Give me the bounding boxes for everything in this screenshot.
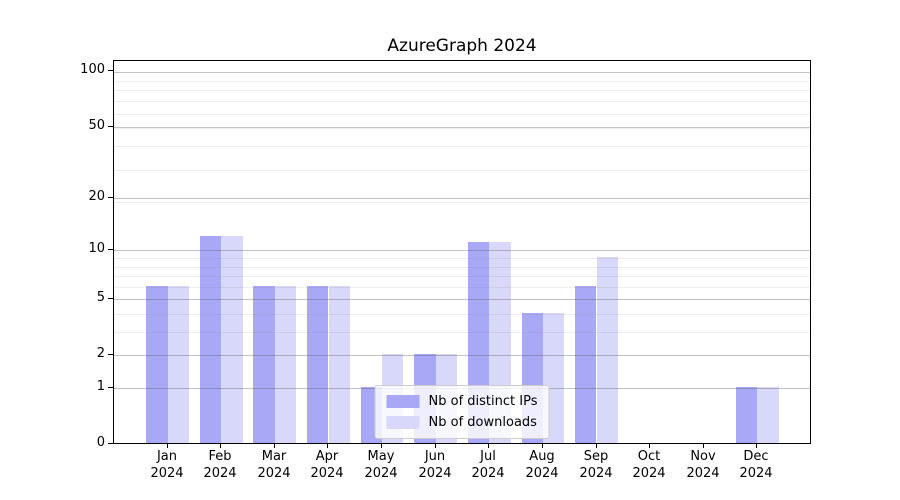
x-tick-label: Apr 2024	[295, 448, 359, 482]
x-tick-mark	[488, 444, 489, 448]
bar-nb-of-distinct-ips-sep	[575, 285, 597, 443]
x-tick-year: 2024	[418, 466, 452, 481]
x-tick-year: 2024	[579, 466, 613, 481]
x-tick-month: Apr	[315, 449, 339, 464]
x-tick-month: Dec	[743, 449, 769, 464]
bar-nb-of-distinct-ips-feb	[199, 236, 222, 443]
y-tick-label: 5	[96, 290, 105, 305]
x-tick-mark	[381, 444, 382, 448]
x-tick-month: Mar	[261, 449, 287, 464]
y-tick-label: 100	[80, 62, 105, 77]
x-tick-month: Sep	[583, 449, 609, 464]
legend-swatch	[386, 416, 420, 429]
x-tick-label: Aug 2024	[510, 448, 574, 482]
legend: Nb of distinct IPs Nb of downloads	[374, 385, 550, 439]
legend-item: Nb of distinct IPs	[386, 394, 538, 409]
x-tick-mark	[167, 444, 168, 448]
x-tick-mark	[327, 444, 328, 448]
bar-nb-of-distinct-ips-dec	[735, 387, 758, 443]
x-tick-year: 2024	[364, 466, 398, 481]
legend-swatch	[386, 395, 420, 408]
x-tick-month: Nov	[690, 449, 716, 464]
x-tick-mark	[542, 444, 543, 448]
x-tick-month: Jul	[480, 449, 496, 464]
x-tick-month: May	[367, 449, 395, 464]
y-tick-mark	[108, 126, 113, 127]
x-tick-label: May 2024	[349, 448, 413, 482]
bar-nb-of-distinct-ips-mar	[253, 285, 275, 443]
x-tick-label: Jan 2024	[135, 448, 199, 482]
x-tick-year: 2024	[150, 466, 184, 481]
legend-item: Nb of downloads	[386, 415, 538, 430]
y-tick-mark	[108, 70, 113, 71]
x-tick-label: Dec 2024	[724, 448, 788, 482]
x-tick-mark	[756, 444, 757, 448]
y-tick-mark	[108, 387, 113, 388]
x-tick-year: 2024	[310, 466, 344, 481]
x-tick-year: 2024	[632, 466, 666, 481]
x-tick-year: 2024	[525, 466, 559, 481]
y-tick-label: 1	[96, 379, 105, 394]
bar-nb-of-downloads-sep	[596, 257, 618, 443]
y-tick-mark	[108, 249, 113, 250]
x-tick-mark	[596, 444, 597, 448]
x-tick-label: Feb 2024	[188, 448, 252, 482]
plot-area: Nb of distinct IPs Nb of downloads	[113, 60, 811, 444]
bar-nb-of-downloads-jan	[167, 285, 189, 443]
x-tick-label: Jul 2024	[456, 448, 520, 482]
x-tick-mark	[274, 444, 275, 448]
x-tick-year: 2024	[257, 466, 291, 481]
x-tick-month: Oct	[637, 449, 661, 464]
x-tick-label: Mar 2024	[242, 448, 306, 482]
bar-nb-of-downloads-feb	[221, 236, 243, 443]
x-tick-month: Feb	[208, 449, 232, 464]
x-tick-year: 2024	[203, 466, 237, 481]
y-tick-mark	[108, 443, 113, 444]
chart-title: AzureGraph 2024	[387, 36, 537, 56]
y-tick-mark	[108, 298, 113, 299]
bar-nb-of-distinct-ips-apr	[307, 285, 329, 443]
x-tick-month: Aug	[529, 449, 555, 464]
x-tick-label: Oct 2024	[617, 448, 681, 482]
x-tick-mark	[220, 444, 221, 448]
x-tick-year: 2024	[471, 466, 505, 481]
x-tick-label: Jun 2024	[403, 448, 467, 482]
legend-label: Nb of distinct IPs	[428, 394, 538, 409]
y-tick-label: 0	[96, 435, 105, 450]
y-tick-label: 2	[96, 346, 105, 361]
y-tick-label: 50	[88, 118, 105, 133]
bar-nb-of-downloads-dec	[757, 387, 779, 443]
y-tick-mark	[108, 354, 113, 355]
bar-nb-of-downloads-mar	[274, 285, 297, 443]
x-tick-year: 2024	[739, 466, 773, 481]
bar-nb-of-distinct-ips-jan	[146, 285, 168, 443]
x-tick-label: Nov 2024	[671, 448, 735, 482]
x-tick-mark	[649, 444, 650, 448]
x-tick-mark	[703, 444, 704, 448]
legend-label: Nb of downloads	[428, 415, 537, 430]
bar-nb-of-downloads-apr	[328, 285, 350, 443]
y-tick-label: 10	[88, 241, 105, 256]
x-tick-year: 2024	[686, 466, 720, 481]
y-tick-label: 20	[88, 189, 105, 204]
y-tick-mark	[108, 197, 113, 198]
x-tick-month: Jun	[424, 449, 446, 464]
x-tick-month: Jan	[156, 449, 178, 464]
x-tick-mark	[435, 444, 436, 448]
x-tick-label: Sep 2024	[564, 448, 628, 482]
